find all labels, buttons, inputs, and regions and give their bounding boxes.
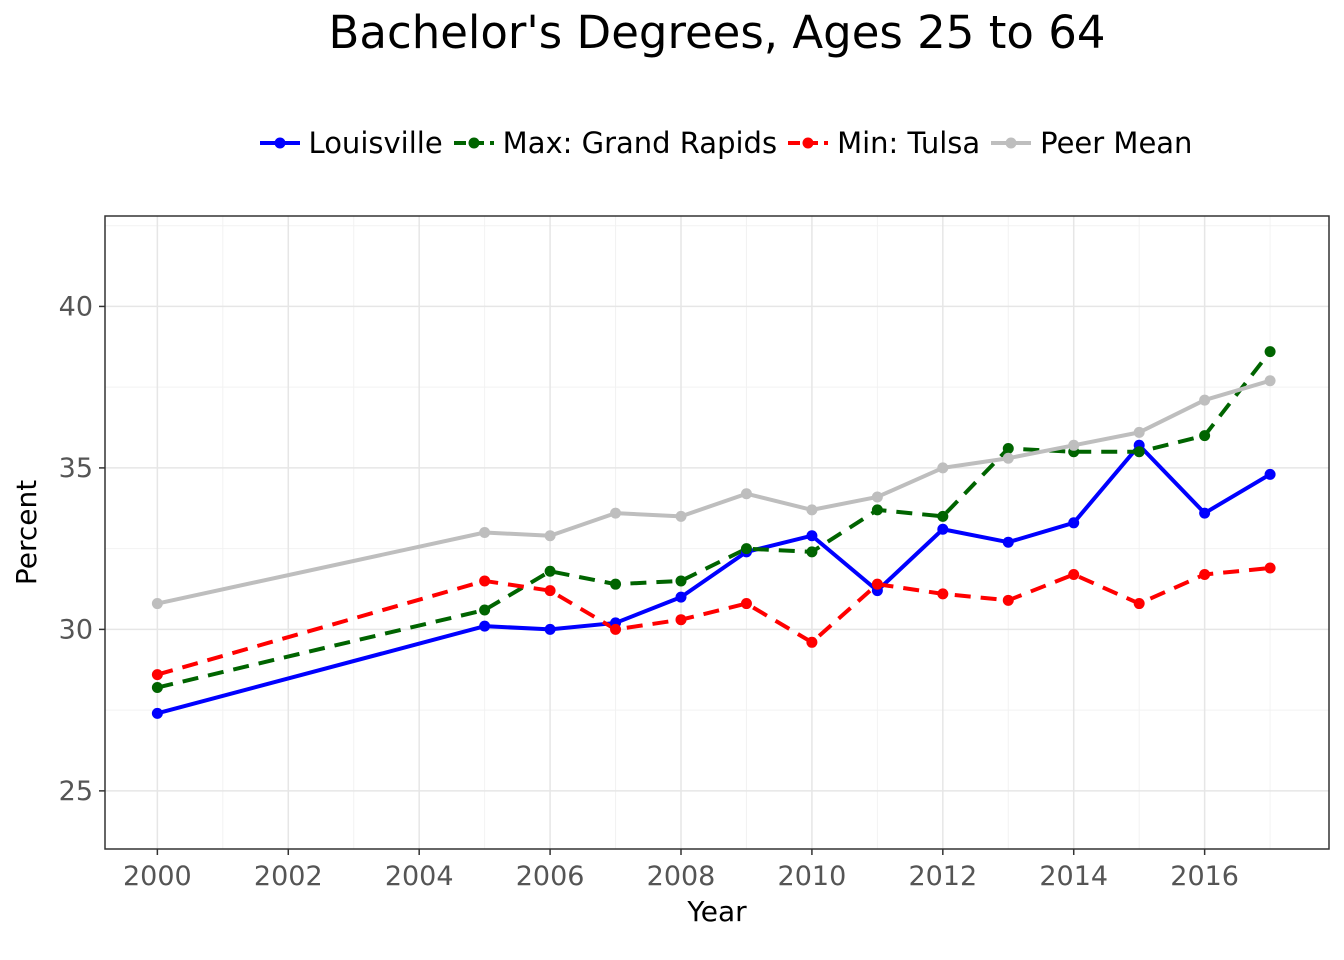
x-tick-label: 2006	[516, 861, 585, 892]
x-tick-label: 2004	[385, 861, 454, 892]
legend-label: Min: Tulsa	[837, 126, 981, 160]
data-point	[806, 530, 818, 542]
data-point	[1264, 346, 1276, 358]
data-point	[1264, 375, 1276, 387]
data-point	[675, 575, 687, 587]
data-point	[871, 504, 883, 516]
x-tick-label: 2016	[1170, 861, 1239, 892]
data-point	[740, 598, 752, 610]
data-point	[675, 591, 687, 603]
data-point	[479, 527, 491, 538]
data-point	[610, 507, 622, 519]
data-point	[1199, 394, 1211, 406]
plot-border	[104, 215, 1330, 850]
data-point	[1199, 507, 1211, 519]
data-point	[937, 588, 949, 600]
series-line	[156, 378, 1271, 606]
data-point	[806, 546, 818, 558]
chart-title: Bachelor's Degrees, Ages 25 to 64	[328, 6, 1106, 59]
data-point	[1068, 568, 1080, 580]
legend-label: Louisville	[308, 126, 443, 160]
data-point	[479, 620, 491, 632]
series-line	[156, 566, 1271, 677]
data-point	[1133, 426, 1145, 438]
y-tick-label: 30	[59, 614, 93, 645]
legend-item: Max: Grand Rapids	[451, 126, 777, 160]
x-axis-title: Year	[686, 895, 747, 928]
data-point	[151, 669, 163, 681]
data-point	[871, 578, 883, 590]
x-tick-label: 2014	[1039, 861, 1108, 892]
data-point	[806, 504, 818, 516]
data-point	[675, 510, 687, 522]
x-tick-label: 2000	[123, 861, 192, 892]
data-point	[544, 565, 556, 577]
legend: Louisville Max: Grand Rapids Min: Tulsa Pee…	[0, 126, 1344, 160]
data-point	[151, 707, 163, 719]
data-point	[544, 585, 556, 597]
data-point	[1264, 468, 1276, 480]
series-line	[156, 350, 1272, 690]
data-point	[1199, 568, 1211, 580]
legend-item: Min: Tulsa	[785, 126, 980, 160]
y-tick-label: 35	[59, 453, 93, 484]
data-point	[675, 614, 687, 626]
data-point	[1002, 536, 1014, 548]
data-point	[740, 543, 752, 555]
x-tick-label: 2012	[908, 861, 977, 892]
data-point	[806, 636, 818, 648]
legend-key	[259, 137, 300, 149]
data-point	[151, 598, 163, 610]
series-line	[156, 443, 1272, 716]
legend-label: Max: Grand Rapids	[502, 126, 778, 160]
data-point	[544, 623, 556, 635]
data-point	[871, 491, 883, 503]
data-point	[544, 530, 556, 542]
x-tick-label: 2008	[647, 861, 716, 892]
data-point	[1264, 562, 1276, 574]
data-point	[937, 462, 949, 474]
legend-key	[991, 137, 1032, 149]
data-point	[479, 575, 491, 587]
y-axis-title: Percent	[10, 480, 43, 585]
data-point	[1002, 594, 1014, 606]
legend-label: Peer Mean	[1040, 126, 1193, 160]
data-point	[610, 623, 622, 635]
legend-key	[453, 137, 494, 149]
x-tick-label: 2002	[254, 861, 323, 892]
legend-key	[788, 137, 829, 149]
data-point	[1068, 439, 1080, 451]
data-point	[151, 682, 163, 694]
data-point	[479, 604, 491, 616]
y-tick-label: 25	[59, 776, 93, 807]
data-point	[1199, 430, 1211, 442]
legend-item: Louisville	[257, 126, 443, 160]
data-point	[610, 578, 622, 590]
y-tick-label: 40	[59, 291, 93, 322]
legend-item: Peer Mean	[988, 126, 1192, 160]
x-tick-label: 2010	[778, 861, 847, 892]
data-point	[937, 523, 949, 535]
data-point	[1133, 598, 1145, 610]
data-point	[937, 510, 949, 522]
data-point	[1002, 452, 1014, 464]
data-point	[1068, 517, 1080, 529]
data-point	[1002, 443, 1014, 455]
data-point	[1133, 446, 1145, 458]
data-point	[740, 488, 752, 500]
